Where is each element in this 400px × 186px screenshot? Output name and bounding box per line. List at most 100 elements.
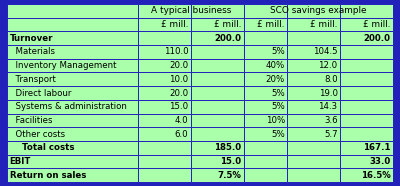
Bar — [7, 141, 138, 155]
Text: 16.5%: 16.5% — [361, 171, 390, 179]
Bar — [191, 86, 244, 100]
Text: 15.0: 15.0 — [220, 157, 241, 166]
Bar — [7, 45, 138, 59]
Bar — [287, 86, 340, 100]
Text: £ mill.: £ mill. — [214, 20, 241, 29]
Bar — [7, 86, 138, 100]
Bar — [287, 141, 340, 155]
Bar — [340, 59, 393, 73]
Bar — [191, 113, 244, 127]
Bar — [7, 127, 138, 141]
Bar — [244, 155, 287, 168]
Bar — [287, 100, 340, 113]
Bar — [138, 73, 191, 86]
Bar — [287, 168, 340, 182]
Bar — [138, 59, 191, 73]
Bar — [340, 86, 393, 100]
Bar — [138, 100, 191, 113]
Bar — [191, 18, 244, 31]
Text: 5%: 5% — [271, 89, 285, 97]
Bar — [244, 18, 287, 31]
Text: 5%: 5% — [271, 102, 285, 111]
Bar — [287, 127, 340, 141]
Text: 5%: 5% — [271, 47, 285, 57]
Text: 5.7: 5.7 — [324, 129, 338, 139]
Text: 33.0: 33.0 — [369, 157, 390, 166]
Text: 14.3: 14.3 — [318, 102, 338, 111]
Text: £ mill.: £ mill. — [161, 20, 188, 29]
Text: 200.0: 200.0 — [214, 34, 241, 43]
Text: Systems & administration: Systems & administration — [10, 102, 126, 111]
Bar — [138, 45, 191, 59]
Bar — [287, 59, 340, 73]
Bar — [244, 73, 287, 86]
Text: 20%: 20% — [266, 75, 285, 84]
Bar — [244, 113, 287, 127]
Bar — [287, 73, 340, 86]
Text: 19.0: 19.0 — [319, 89, 338, 97]
Text: Turnover: Turnover — [10, 34, 53, 43]
Text: 15.0: 15.0 — [169, 102, 188, 111]
Bar — [7, 100, 138, 113]
Text: 20.0: 20.0 — [169, 89, 188, 97]
Bar — [244, 168, 287, 182]
Bar — [244, 86, 287, 100]
Bar — [340, 31, 393, 45]
Bar — [244, 45, 287, 59]
Bar — [287, 45, 340, 59]
Bar — [191, 45, 244, 59]
Text: 5%: 5% — [271, 129, 285, 139]
Text: 12.0: 12.0 — [318, 61, 338, 70]
Text: 185.0: 185.0 — [214, 143, 241, 152]
Bar — [191, 59, 244, 73]
Bar — [340, 73, 393, 86]
Text: 20.0: 20.0 — [169, 61, 188, 70]
Bar — [138, 18, 191, 31]
Bar — [340, 113, 393, 127]
Bar — [244, 100, 287, 113]
Bar — [244, 59, 287, 73]
Text: 104.5: 104.5 — [313, 47, 338, 57]
Bar — [138, 168, 191, 182]
Bar — [244, 141, 287, 155]
Text: EBIT: EBIT — [10, 157, 31, 166]
Bar — [191, 73, 244, 86]
Text: Facilities: Facilities — [10, 116, 52, 125]
Bar — [287, 31, 340, 45]
Text: 200.0: 200.0 — [363, 34, 390, 43]
Bar — [138, 141, 191, 155]
Bar — [191, 31, 244, 45]
Text: 3.6: 3.6 — [324, 116, 338, 125]
Bar — [191, 141, 244, 155]
Bar — [191, 168, 244, 182]
Bar — [138, 86, 191, 100]
Bar — [191, 100, 244, 113]
Text: Return on sales: Return on sales — [10, 171, 86, 179]
Text: SCO savings example: SCO savings example — [270, 7, 366, 15]
Text: Direct labour: Direct labour — [10, 89, 71, 97]
Text: Transport: Transport — [10, 75, 56, 84]
Bar — [138, 31, 191, 45]
Bar — [340, 155, 393, 168]
Bar — [340, 168, 393, 182]
Text: 167.1: 167.1 — [363, 143, 390, 152]
Bar — [138, 127, 191, 141]
Bar — [340, 100, 393, 113]
Text: 10%: 10% — [266, 116, 285, 125]
Bar — [7, 155, 138, 168]
Text: Inventory Management: Inventory Management — [10, 61, 116, 70]
Bar — [138, 113, 191, 127]
Text: 4.0: 4.0 — [175, 116, 188, 125]
Bar — [191, 127, 244, 141]
Bar — [287, 113, 340, 127]
Text: 7.5%: 7.5% — [217, 171, 241, 179]
Text: A typical business: A typical business — [151, 7, 231, 15]
Bar — [7, 113, 138, 127]
Bar — [191, 155, 244, 168]
Bar — [244, 4, 287, 18]
Text: Total costs: Total costs — [10, 143, 74, 152]
Bar — [287, 4, 340, 18]
Bar — [244, 31, 287, 45]
Text: £ mill.: £ mill. — [310, 20, 338, 29]
Text: £ mill.: £ mill. — [258, 20, 285, 29]
